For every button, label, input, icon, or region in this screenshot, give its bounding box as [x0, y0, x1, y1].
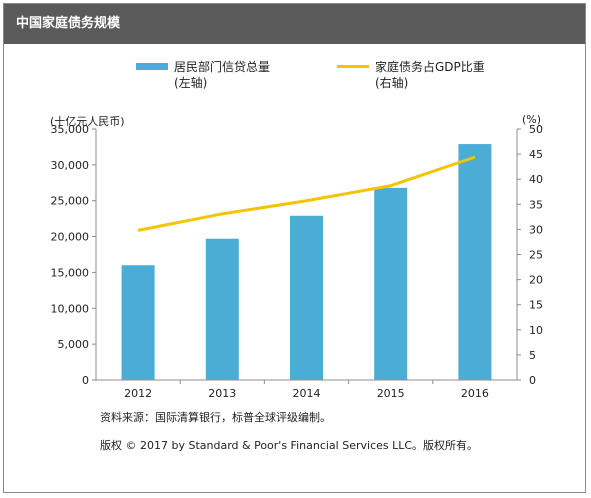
copyright-note: 版权 © 2017 by Standard & Poor's Financial…: [100, 439, 479, 452]
x-tick-label: 2012: [124, 387, 152, 400]
bar-2014: [290, 215, 323, 380]
right-tick-label: 20: [529, 274, 543, 287]
left-tick-label: 30,000: [51, 159, 90, 172]
right-tick-label: 15: [529, 299, 543, 312]
left-tick-label: 15,000: [51, 266, 90, 279]
x-tick-label: 2016: [461, 387, 489, 400]
bar-2012: [121, 265, 155, 380]
right-tick-label: 45: [529, 148, 543, 161]
source-note: 资料来源：国际清算银行，标普全球评级编制。: [100, 411, 331, 424]
left-tick-label: 5,000: [58, 338, 90, 351]
chart-plot: 0 5,000 10,000 15,000 20,000 25,000 30,000 35,0…: [51, 123, 544, 400]
x-tick-label: 2014: [293, 387, 321, 400]
legend-line-swatch: [337, 65, 369, 68]
chart-title: 中国家庭债务规模: [4, 4, 585, 44]
right-tick-label: 35: [529, 198, 543, 211]
left-axis-unit: (十亿元人民币): [50, 115, 125, 128]
right-tick-label: 5: [529, 349, 536, 362]
left-tick-label: 25,000: [51, 195, 90, 208]
right-tick-label: 30: [529, 223, 543, 236]
left-tick-label: 20,000: [51, 231, 90, 244]
legend-bar-swatch: [136, 63, 168, 70]
legend-bar-label: 居民部门信贷总量 (左轴): [174, 59, 270, 91]
bar-2016: [458, 144, 492, 380]
right-axis-unit: (%): [522, 113, 542, 126]
bar-2013: [205, 238, 239, 380]
legend-line-label: 家庭债务占GDP比重 (右轴): [375, 59, 485, 91]
right-tick-label: 10: [529, 324, 543, 337]
legend-bar-label-line1: 居民部门信贷总量: [174, 60, 271, 74]
right-tick-label: 25: [529, 249, 543, 262]
left-tick-label: 0: [82, 374, 89, 387]
legend-line-label-line2: (右轴): [375, 76, 409, 90]
chart-card: 中国家庭债务规模 居民部门信贷总量 (左轴) 家庭债务占GDP比重 (右轴) (…: [3, 3, 586, 493]
line-series-gdp-ratio: [137, 155, 476, 232]
x-tick-label: 2013: [208, 387, 236, 400]
legend-line-label-line1: 家庭债务占GDP比重: [375, 60, 485, 74]
legend-bar-label-line2: (左轴): [174, 76, 208, 90]
left-tick-label: 35,000: [51, 123, 90, 136]
bar-2015: [374, 187, 408, 380]
x-tick-label: 2015: [377, 387, 405, 400]
right-tick-label: 40: [529, 173, 543, 186]
right-tick-label: 0: [529, 374, 536, 387]
left-tick-label: 10,000: [51, 302, 90, 315]
right-tick-label: 50: [529, 123, 543, 136]
